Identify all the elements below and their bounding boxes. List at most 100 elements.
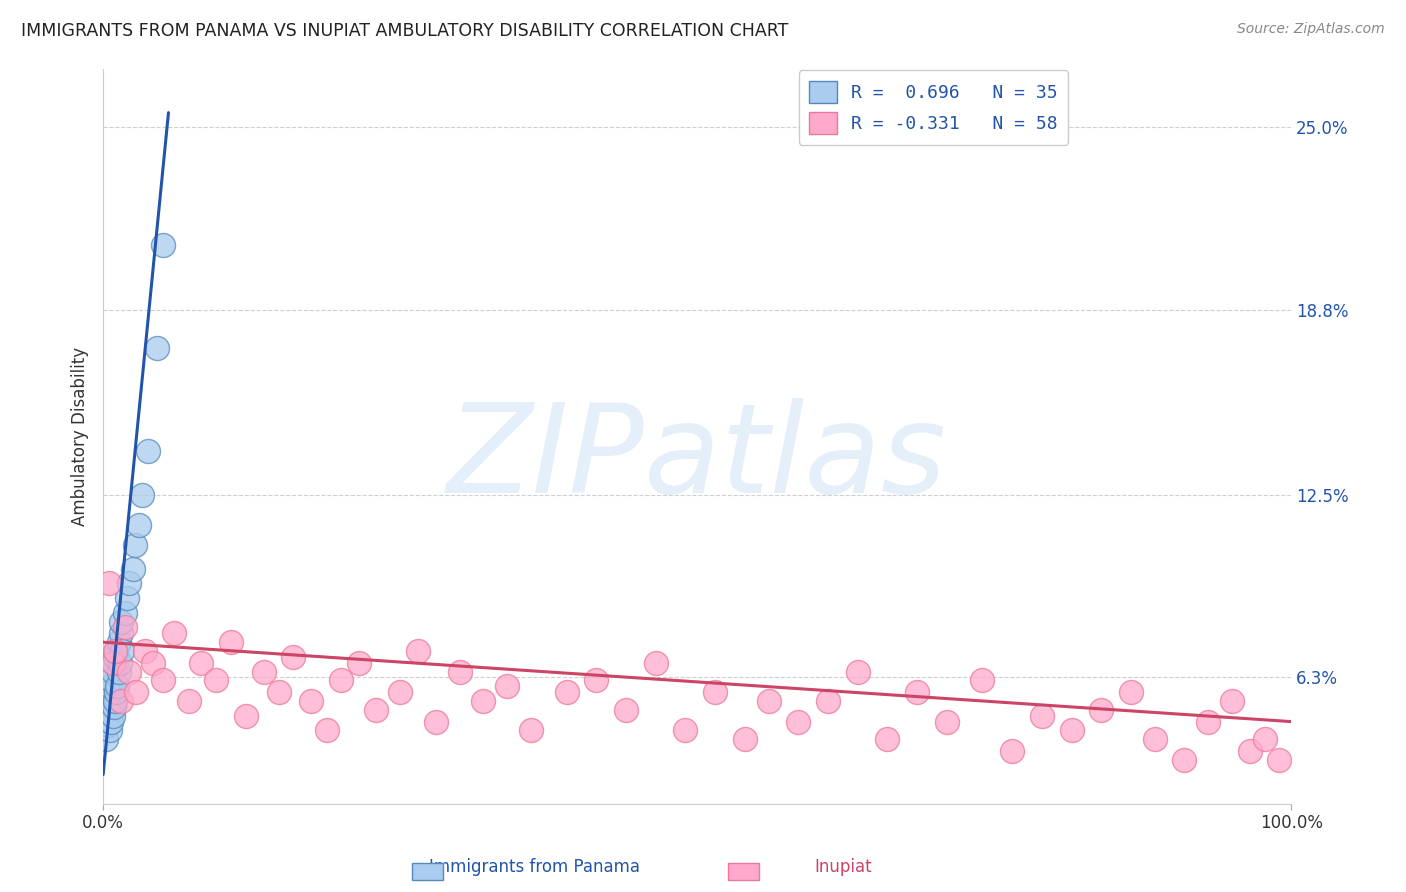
Point <box>115 591 138 605</box>
Point <box>118 665 141 679</box>
Point <box>267 685 290 699</box>
Text: IMMIGRANTS FROM PANAMA VS INUPIAT AMBULATORY DISABILITY CORRELATION CHART: IMMIGRANTS FROM PANAMA VS INUPIAT AMBULA… <box>21 22 789 40</box>
Point <box>98 679 121 693</box>
Point <box>98 576 121 591</box>
Point <box>734 732 756 747</box>
Point <box>283 649 305 664</box>
Point <box>585 673 607 688</box>
Text: Source: ZipAtlas.com: Source: ZipAtlas.com <box>1237 22 1385 37</box>
Point <box>114 606 136 620</box>
Point <box>846 665 869 679</box>
Point <box>136 444 159 458</box>
Point <box>905 685 928 699</box>
Point <box>110 626 132 640</box>
Point <box>108 656 131 670</box>
Point <box>128 517 150 532</box>
Point <box>97 717 120 731</box>
Point <box>97 703 120 717</box>
Point <box>1268 753 1291 767</box>
Point <box>100 714 122 729</box>
Point <box>104 694 127 708</box>
Point <box>315 723 337 738</box>
Point <box>366 703 388 717</box>
Text: ZIPatlas: ZIPatlas <box>447 398 948 519</box>
Point <box>406 644 429 658</box>
Point <box>299 694 322 708</box>
Point <box>96 708 118 723</box>
Point <box>1254 732 1277 747</box>
Point <box>101 665 124 679</box>
Point <box>389 685 412 699</box>
Point <box>205 673 228 688</box>
Point <box>103 656 125 670</box>
Point <box>105 644 128 658</box>
Point <box>1060 723 1083 738</box>
Point <box>145 341 167 355</box>
Point <box>472 694 495 708</box>
Point <box>101 656 124 670</box>
Point <box>614 703 637 717</box>
Point <box>177 694 200 708</box>
Point <box>520 723 543 738</box>
Point <box>110 694 132 708</box>
Point <box>329 673 352 688</box>
Point <box>425 714 447 729</box>
Point <box>142 656 165 670</box>
Point <box>817 694 839 708</box>
Point <box>107 665 129 679</box>
Point <box>100 673 122 688</box>
Point <box>134 644 156 658</box>
Y-axis label: Ambulatory Disability: Ambulatory Disability <box>72 347 89 525</box>
Point <box>972 673 994 688</box>
Point <box>252 665 274 679</box>
Point <box>1090 703 1112 717</box>
Point <box>105 679 128 693</box>
Point <box>1119 685 1142 699</box>
Point <box>1197 714 1219 729</box>
Point <box>101 708 124 723</box>
Legend: R =  0.696   N = 35, R = -0.331   N = 58: R = 0.696 N = 35, R = -0.331 N = 58 <box>799 70 1069 145</box>
Point <box>673 723 696 738</box>
Point <box>94 732 117 747</box>
Point <box>644 656 666 670</box>
Point <box>98 723 121 738</box>
Point <box>103 699 125 714</box>
Text: Immigrants from Panama: Immigrants from Panama <box>429 858 640 876</box>
Point <box>114 620 136 634</box>
Point <box>1031 708 1053 723</box>
Point <box>1173 753 1195 767</box>
Point <box>104 649 127 664</box>
Point <box>118 576 141 591</box>
Point <box>496 679 519 693</box>
Point <box>98 694 121 708</box>
Point <box>131 488 153 502</box>
Point <box>111 644 134 658</box>
Point <box>121 561 143 575</box>
Point <box>107 635 129 649</box>
Point <box>152 238 174 252</box>
Point <box>876 732 898 747</box>
Point <box>110 615 132 629</box>
Point <box>1239 744 1261 758</box>
Point <box>105 685 128 699</box>
Point <box>235 708 257 723</box>
Point <box>704 685 727 699</box>
Point <box>152 673 174 688</box>
Point <box>1001 744 1024 758</box>
Point <box>787 714 810 729</box>
Point <box>1220 694 1243 708</box>
Point <box>124 538 146 552</box>
Point <box>1143 732 1166 747</box>
Text: Inupiat: Inupiat <box>815 858 872 876</box>
Point <box>125 685 148 699</box>
Point <box>98 685 121 699</box>
Point <box>163 626 186 640</box>
Point <box>935 714 957 729</box>
Point <box>347 656 370 670</box>
Point <box>555 685 578 699</box>
Point <box>221 635 243 649</box>
Point <box>449 665 471 679</box>
Point <box>190 656 212 670</box>
Point <box>758 694 780 708</box>
Point <box>104 644 127 658</box>
